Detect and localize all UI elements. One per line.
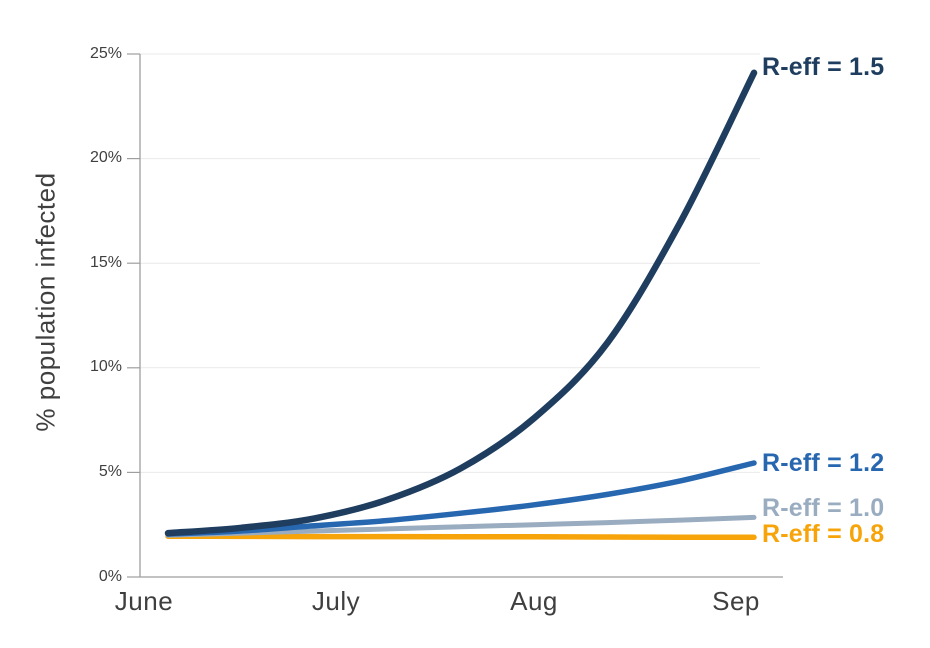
x-tick-label-july: July bbox=[311, 586, 361, 616]
x-tick-label-sep: Sep bbox=[712, 586, 760, 616]
x-tick-label-aug: Aug bbox=[510, 586, 558, 616]
y-tick-label-25: 25% bbox=[89, 45, 122, 62]
series-label-reff-1-2: R-eff = 1.2 bbox=[762, 449, 885, 477]
series-line-1-5 bbox=[164, 69, 758, 537]
series-line-0-8 bbox=[165, 533, 757, 541]
y-tick-label-0: 0% bbox=[98, 568, 122, 585]
y-tick-label-10: 10% bbox=[89, 358, 122, 375]
x-tick-label-june: June bbox=[114, 586, 174, 616]
series-label-reff-0-8: R-eff = 0.8 bbox=[762, 520, 885, 548]
y-tick-label-15: 15% bbox=[89, 254, 122, 271]
series-label-reff-1-5: R-eff = 1.5 bbox=[762, 53, 885, 81]
series-line-1-2 bbox=[165, 460, 757, 537]
series-line-1-0 bbox=[165, 514, 757, 538]
y-tick-label-5: 5% bbox=[98, 463, 122, 480]
y-axis-title: % population infected bbox=[30, 172, 61, 432]
series-label-reff-1-0: R-eff = 1.0 bbox=[762, 494, 885, 522]
y-tick-label-20: 20% bbox=[89, 149, 122, 166]
